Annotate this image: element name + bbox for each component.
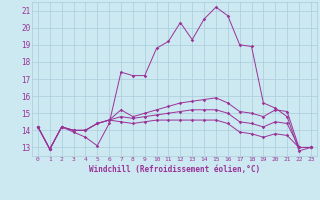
X-axis label: Windchill (Refroidissement éolien,°C): Windchill (Refroidissement éolien,°C) <box>89 165 260 174</box>
